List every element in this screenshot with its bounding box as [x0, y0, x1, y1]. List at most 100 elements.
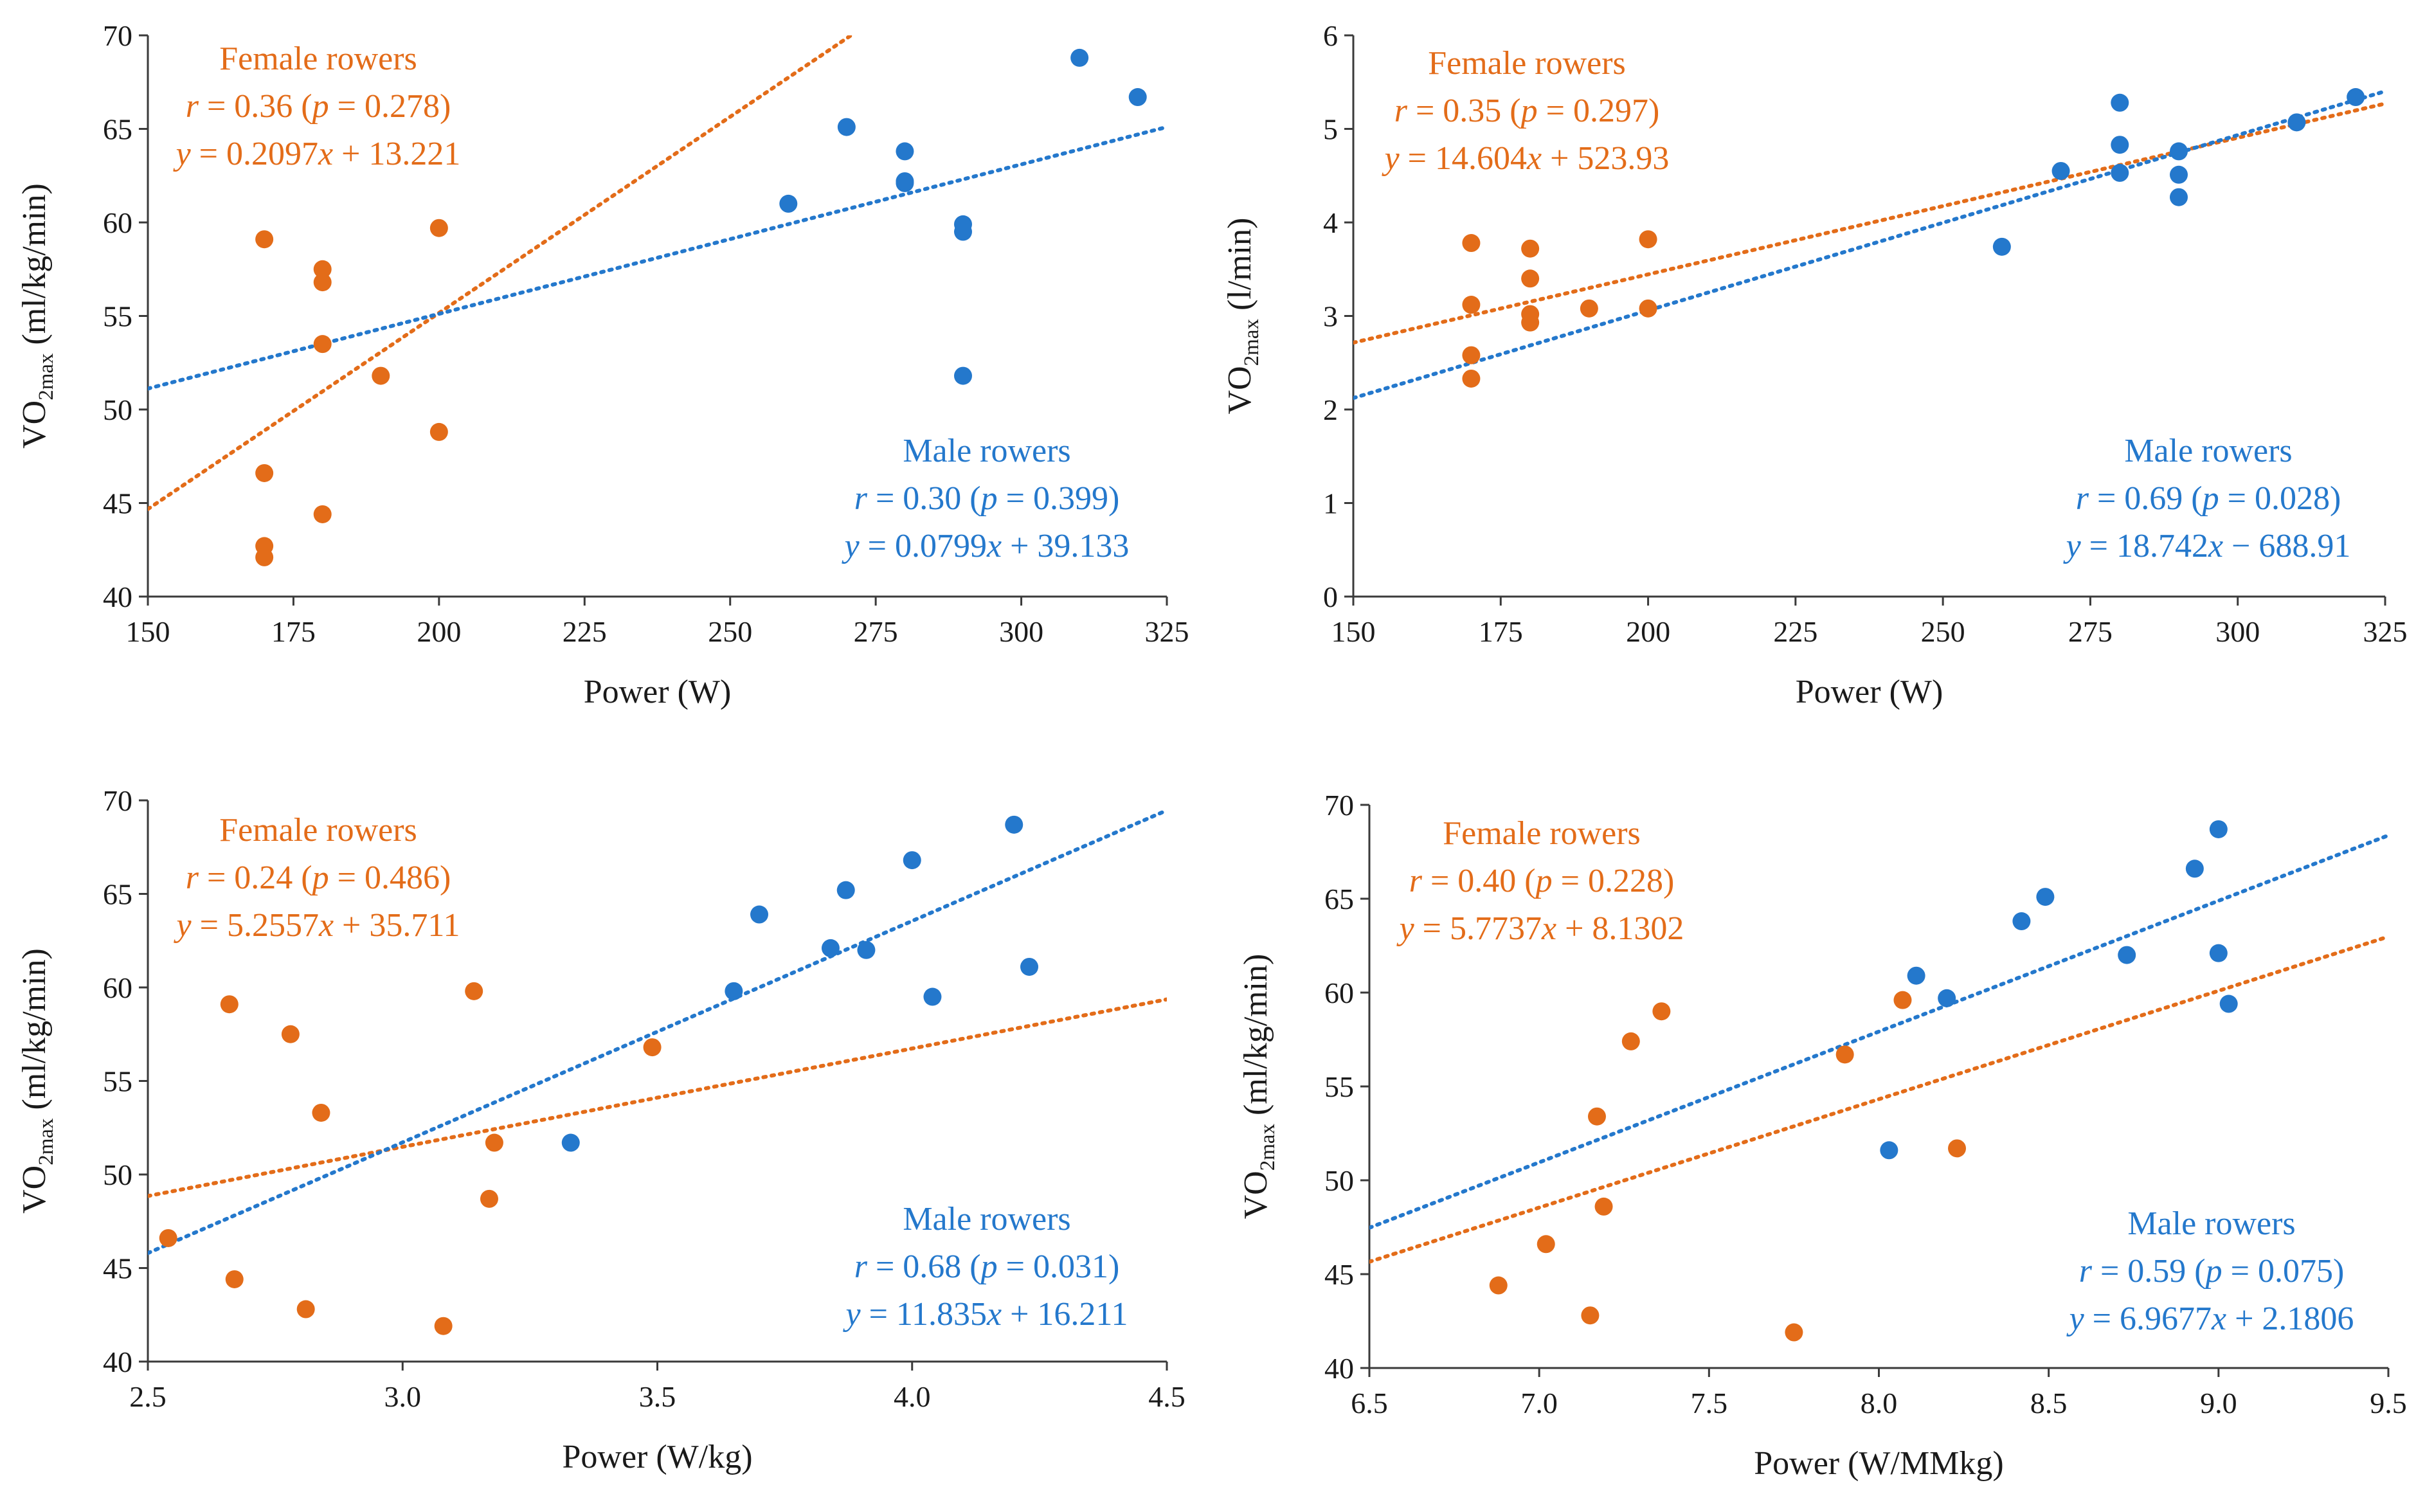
x-tick-label: 6.5	[1351, 1387, 1388, 1419]
male-series-label: Male rowers	[2127, 1205, 2295, 1242]
female-data-point	[312, 1103, 330, 1122]
female-data-point	[1580, 299, 1598, 318]
chart-panel-2: 0 1 2 3 4 5 6 150 175 200 225 250 275 300 325 Power (W)…	[1222, 19, 2408, 710]
male-data-point	[725, 982, 743, 1000]
female-data-point	[1521, 239, 1540, 258]
male-data-point	[779, 194, 798, 213]
male-annotation: Male rowers r = 0.30 (p = 0.399) y = 0.079…	[842, 433, 1130, 564]
female-data-point	[485, 1133, 503, 1152]
male-series-label: Male rowers	[903, 433, 1070, 469]
y-tick-label: 65	[103, 113, 132, 146]
male-trendline	[1369, 833, 2388, 1230]
male-data-point	[2170, 188, 2188, 206]
y-tick-label: 40	[103, 1346, 132, 1378]
male-data-point	[821, 939, 840, 957]
male-correlation-text: r = 0.59 (p = 0.075)	[2079, 1253, 2345, 1290]
male-data-point	[896, 172, 914, 190]
male-data-point	[1880, 1141, 1898, 1160]
x-tick-label: 300	[2215, 615, 2260, 648]
y-tick-label: 2	[1323, 393, 1338, 426]
x-tick-label: 325	[2363, 615, 2408, 648]
y-tick-label: 3	[1323, 300, 1338, 333]
male-data-point	[1070, 48, 1089, 67]
female-data-point	[313, 273, 332, 292]
male-data-point	[2209, 820, 2228, 838]
female-data-point	[1594, 1197, 1613, 1216]
female-data-point	[313, 260, 332, 278]
female-series-label: Female rowers	[1443, 815, 1641, 852]
female-data-point	[281, 1025, 300, 1043]
male-data-point	[561, 1133, 580, 1152]
x-tick-label: 250	[1921, 615, 1965, 648]
male-equation-text: y = 11.835x + 16.211	[843, 1296, 1128, 1333]
female-data-point	[255, 464, 274, 482]
female-data-point	[429, 422, 448, 441]
female-data-point	[480, 1189, 498, 1208]
x-tick-label: 225	[563, 615, 607, 648]
x-tick-label: 7.5	[1691, 1387, 1728, 1419]
x-tick-label: 250	[708, 615, 752, 648]
male-data-point	[1907, 966, 1925, 985]
male-data-point	[2209, 944, 2228, 962]
female-data-point	[1621, 1032, 1640, 1050]
female-data-point	[1462, 369, 1481, 388]
y-tick-label: 60	[103, 971, 132, 1004]
x-tick-label: 175	[271, 615, 316, 648]
female-equation-text: y = 14.604x + 523.93	[1382, 140, 1670, 177]
female-data-point	[643, 1038, 662, 1057]
female-data-point	[159, 1228, 177, 1247]
x-tick-label: 2.5	[129, 1380, 167, 1413]
y-tick-label: 1	[1323, 487, 1338, 520]
x-tick-label: 300	[999, 615, 1043, 648]
female-data-point	[465, 982, 483, 1000]
female-data-point	[1581, 1306, 1600, 1325]
female-data-point	[1521, 269, 1540, 288]
male-data-point	[2118, 946, 2136, 964]
y-tick-label: 0	[1323, 580, 1338, 613]
y-tick-label: 4	[1323, 206, 1338, 239]
y-axis-title: VO2max (ml/kg/min)	[16, 948, 58, 1214]
male-data-point	[954, 366, 972, 385]
male-equation-text: y = 6.9677x + 2.1806	[2066, 1300, 2354, 1337]
male-trendline	[148, 808, 1167, 1256]
female-data-point	[1489, 1276, 1508, 1295]
male-data-point	[2051, 161, 2070, 180]
y-tick-label: 65	[1324, 883, 1354, 915]
male-trendline	[1353, 89, 2385, 401]
male-data-point	[2170, 165, 2188, 184]
female-data-point	[1587, 1107, 1606, 1126]
y-tick-label: 6	[1323, 19, 1338, 52]
female-data-point	[1893, 991, 1912, 1009]
male-data-point	[1005, 815, 1023, 834]
male-data-point	[954, 222, 972, 241]
x-tick-label: 200	[417, 615, 461, 648]
x-tick-label: 9.5	[2370, 1387, 2407, 1419]
y-tick-label: 40	[1324, 1352, 1354, 1385]
y-axis-title: VO2max (l/min)	[1222, 218, 1263, 415]
male-data-point	[2111, 136, 2129, 154]
y-axis-title: VO2max (ml/kg/min)	[16, 183, 58, 449]
male-equation-text: y = 0.0799x + 39.133	[842, 528, 1130, 564]
male-data-point	[2170, 142, 2188, 161]
female-data-point	[1948, 1139, 1967, 1158]
x-tick-label: 8.0	[1861, 1387, 1898, 1419]
female-trendline	[148, 997, 1167, 1198]
male-correlation-text: r = 0.68 (p = 0.031)	[854, 1248, 1120, 1285]
female-annotation: Female rowers r = 0.40 (p = 0.228) y = 5.7…	[1396, 815, 1684, 947]
female-data-point	[434, 1317, 453, 1335]
chart-panel-4: 40 45 50 55 60 65 70 6.5 7.0 7.5 8.0 8.5 9.0 9.5 Power…	[1238, 789, 2407, 1482]
female-equation-text: y = 0.2097x + 13.221	[173, 136, 461, 172]
y-tick-label: 70	[1324, 789, 1354, 822]
female-trendline	[1353, 102, 2385, 345]
male-data-point	[837, 118, 856, 136]
female-correlation-text: r = 0.35 (p = 0.297)	[1394, 93, 1660, 129]
male-data-point	[923, 987, 942, 1006]
male-data-point	[857, 941, 876, 959]
female-data-point	[1537, 1235, 1555, 1254]
y-tick-label: 60	[103, 206, 132, 239]
female-data-point	[1462, 234, 1481, 253]
female-data-point	[313, 335, 332, 354]
female-data-point	[220, 995, 239, 1014]
female-trendline	[1369, 934, 2388, 1264]
female-series-label: Female rowers	[219, 40, 417, 77]
